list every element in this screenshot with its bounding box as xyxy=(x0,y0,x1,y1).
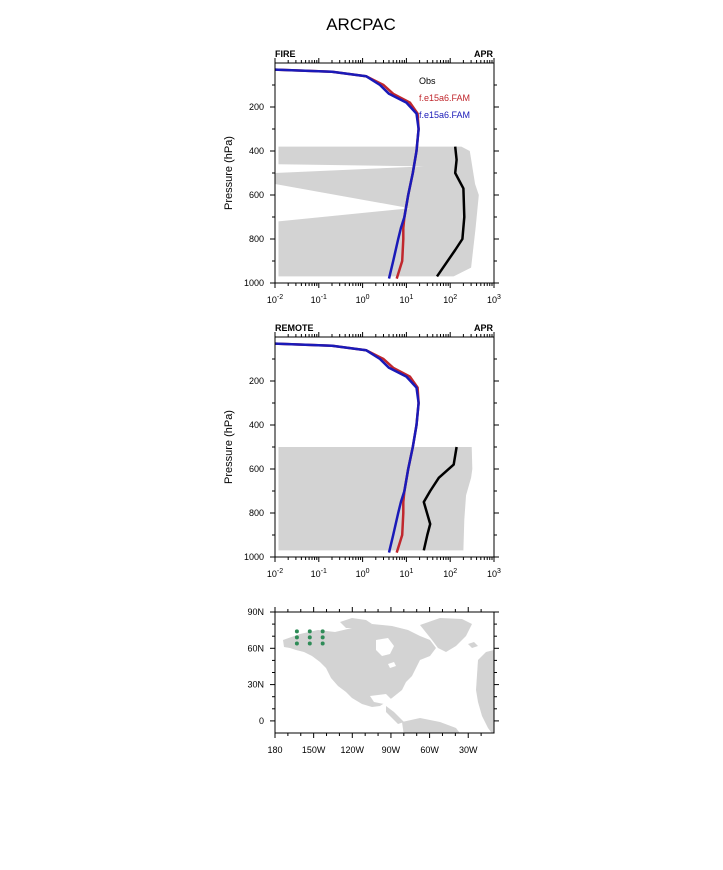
x-tick-label: 10-1 xyxy=(311,568,327,579)
y-tick-label: 1000 xyxy=(244,278,264,288)
profile-panel-remote: REMOTE APR Pressure (hPa) 200 400 600 800 10… xyxy=(223,323,501,579)
x-tick-label: 101 xyxy=(399,568,413,579)
model-blue-line xyxy=(274,68,420,279)
south-america-land xyxy=(402,718,460,733)
y-tick-label: 400 xyxy=(249,146,264,156)
arctic-islands-land xyxy=(340,618,372,628)
site-marker xyxy=(294,641,299,646)
obs-line xyxy=(435,146,466,278)
lon-tick-label: 60W xyxy=(420,745,439,755)
x-tick-label: 10-2 xyxy=(267,568,283,579)
site-marker xyxy=(307,629,312,634)
figure-title: ARCPAC xyxy=(326,15,396,34)
north-america-land xyxy=(283,624,436,707)
lat-tick-label: 60N xyxy=(247,643,264,653)
x-tick-label: 10-1 xyxy=(311,294,327,305)
y-tick-label: 400 xyxy=(249,420,264,430)
lon-tick-label: 120W xyxy=(341,745,365,755)
lat-tick-label: 0 xyxy=(259,716,264,726)
site-marker xyxy=(307,635,312,640)
x-tick-label: 103 xyxy=(487,294,501,305)
site-marker xyxy=(294,635,299,640)
panel-left-label: FIRE xyxy=(275,49,296,59)
obs-line xyxy=(422,446,458,551)
legend: Obs f.e15a6.FAM f.e15a6.FAM xyxy=(419,76,470,120)
y-tick-label: 800 xyxy=(249,508,264,518)
map-axes: 180 150W 120W 90W 60W 30W 90N 60N 30N 0 xyxy=(247,607,499,755)
lon-tick-label: 90W xyxy=(382,745,401,755)
legend-model-red: f.e15a6.FAM xyxy=(419,93,470,103)
x-tick-label: 100 xyxy=(356,568,370,579)
great-lakes-water xyxy=(388,662,396,668)
site-map: 180 150W 120W 90W 60W 30W 90N 60N 30N 0 xyxy=(247,607,499,755)
site-marker xyxy=(294,629,299,634)
legend-model-blue: f.e15a6.FAM xyxy=(419,110,470,120)
panel-right-label: APR xyxy=(474,49,494,59)
y-axis-label: Pressure (hPa) xyxy=(223,410,235,484)
legend-obs: Obs xyxy=(419,76,436,86)
lon-tick-label: 180 xyxy=(267,745,282,755)
shaded-range xyxy=(275,146,479,277)
gulf-of-mexico-water xyxy=(370,694,392,704)
x-tick-label: 101 xyxy=(399,294,413,305)
site-marker xyxy=(320,629,325,634)
x-tick-label: 102 xyxy=(443,294,457,305)
site-marker xyxy=(320,641,325,646)
obs-range-shading xyxy=(278,447,473,551)
y-tick-label: 1000 xyxy=(244,552,264,562)
lat-tick-label: 90N xyxy=(247,607,264,617)
y-tick-label: 200 xyxy=(249,102,264,112)
lat-tick-label: 30N xyxy=(247,680,264,690)
y-tick-label: 200 xyxy=(249,376,264,386)
obs-range-shading xyxy=(275,146,479,277)
continents xyxy=(283,618,494,733)
x-tick-label: 103 xyxy=(487,568,501,579)
panel-left-label: REMOTE xyxy=(275,323,314,333)
central-america-land xyxy=(386,706,404,724)
x-tick-label: 10-2 xyxy=(267,294,283,305)
site-marker xyxy=(307,641,312,646)
x-tick-label: 100 xyxy=(356,294,370,305)
y-tick-label: 600 xyxy=(249,464,264,474)
x-tick-label: 102 xyxy=(443,568,457,579)
panel-right-label: APR xyxy=(474,323,494,333)
lon-tick-label: 30W xyxy=(459,745,478,755)
lon-tick-label: 150W xyxy=(302,745,326,755)
profile-lines xyxy=(274,68,466,279)
site-markers xyxy=(294,629,325,646)
y-tick-label: 600 xyxy=(249,190,264,200)
hudson-bay-water xyxy=(376,638,394,656)
profile-panel-fire: FIRE APR Pressure (hPa) 200 400 600 800 1000… xyxy=(223,49,501,305)
iceland-land xyxy=(468,642,478,648)
y-tick-label: 800 xyxy=(249,234,264,244)
shaded-range xyxy=(278,447,473,551)
y-axis-label: Pressure (hPa) xyxy=(223,136,235,210)
greenland-land xyxy=(420,618,472,652)
europe-africa-land xyxy=(476,650,494,733)
model-blue-line xyxy=(274,342,420,553)
profile-lines xyxy=(274,342,458,553)
site-marker xyxy=(320,635,325,640)
